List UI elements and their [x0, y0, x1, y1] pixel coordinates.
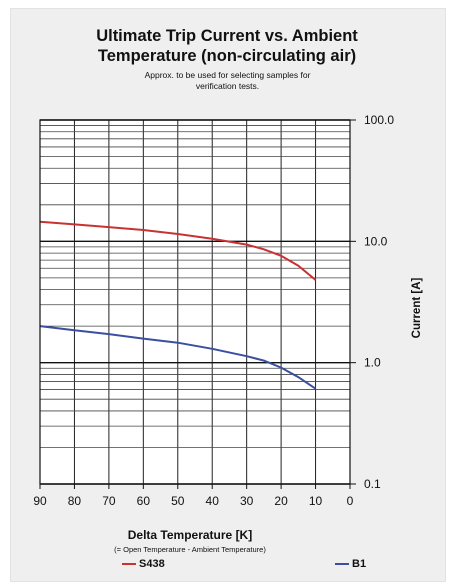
x-tick-label: 20 — [274, 494, 288, 508]
y-tick-label: 1.0 — [364, 356, 381, 370]
x-tick-label: 30 — [240, 494, 254, 508]
x-tick-label: 90 — [33, 494, 47, 508]
legend-swatch-b1 — [335, 563, 349, 565]
x-tick-label: 80 — [68, 494, 82, 508]
legend-swatch-s438 — [122, 563, 136, 565]
series-lines — [39, 220, 317, 390]
chart-title: Ultimate Trip Current vs. Ambient Temper… — [10, 26, 444, 66]
x-tick-label: 60 — [137, 494, 151, 508]
y-tick-label: 100.0 — [364, 113, 394, 127]
legend-label-s438: S438 — [139, 558, 165, 570]
series-line-b1 — [39, 325, 317, 390]
plot-area — [40, 120, 350, 484]
legend-item-s438: S438 — [122, 558, 165, 570]
legend-label-b1: B1 — [352, 558, 367, 570]
chart-subtitle: Approx. to be used for selecting samples… — [144, 70, 311, 91]
plot-frame — [39, 119, 351, 485]
x-tick-label: 0 — [347, 494, 354, 508]
axes — [39, 119, 356, 489]
y-axis-label: Current [A] — [411, 277, 423, 339]
y-tick-label: 10.0 — [364, 234, 388, 248]
tick-labels: 90 80 70 60 50 40 30 20 10 0 0.1 1.0 10.0 100.0 — [33, 113, 394, 508]
series-line-s438 — [39, 220, 317, 281]
legend-item-b1: B1 — [335, 558, 366, 570]
y-tick-label: 0.1 — [364, 477, 381, 491]
x-tick-label: 50 — [171, 494, 185, 508]
x-tick-label: 40 — [206, 494, 220, 508]
chart-title-line-1: Ultimate Trip Current vs. Ambient — [96, 27, 358, 45]
chart-title-line-2: Temperature (non-circulating air) — [97, 47, 357, 65]
x-tick-label: 10 — [309, 494, 323, 508]
x-axis-label: Delta Temperature [K] — [127, 528, 253, 542]
x-tick-label: 70 — [102, 494, 116, 508]
x-axis-note: (= Open Temperature - Ambient Temperatur… — [114, 545, 266, 554]
grid — [39, 119, 351, 485]
